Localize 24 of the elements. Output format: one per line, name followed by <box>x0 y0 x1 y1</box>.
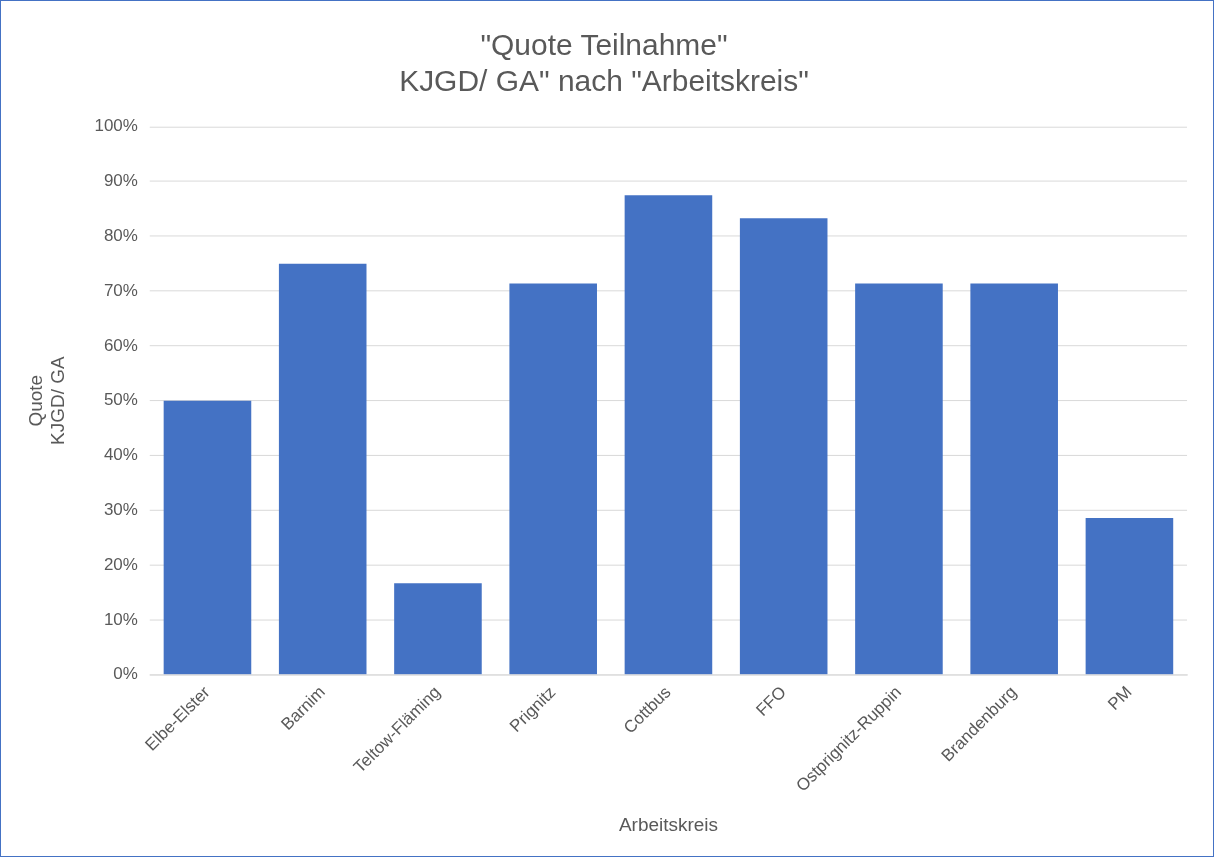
x-tick-label: PM <box>1104 682 1136 714</box>
chart-title: "Quote Teilnahme" KJGD/ GA" nach "Arbeitskreis" <box>399 28 809 98</box>
y-tick-label: 30% <box>103 499 138 519</box>
y-tick-label: 40% <box>103 445 138 465</box>
x-axis-title: Arbeitskreis <box>618 813 718 835</box>
bar <box>163 400 252 675</box>
y-tick-label: 100% <box>94 116 138 136</box>
bar <box>739 218 828 675</box>
bar <box>970 283 1058 675</box>
bar <box>624 195 713 675</box>
y-tick-label: 80% <box>103 225 138 245</box>
y-tick-label: 20% <box>103 554 138 574</box>
y-tick-label: 60% <box>103 335 138 355</box>
bar <box>394 583 482 675</box>
y-tick-label: 70% <box>103 280 138 300</box>
y-tick-label: 90% <box>103 171 138 191</box>
y-tick-label: 10% <box>103 609 138 629</box>
y-axis-title: Quote KJGD/ GA <box>24 356 69 445</box>
bar <box>855 283 943 675</box>
bar <box>1085 517 1174 675</box>
bar <box>509 283 597 675</box>
y-tick-label: 0% <box>113 664 138 684</box>
y-tick-label: 50% <box>103 390 138 410</box>
bar <box>278 263 367 675</box>
